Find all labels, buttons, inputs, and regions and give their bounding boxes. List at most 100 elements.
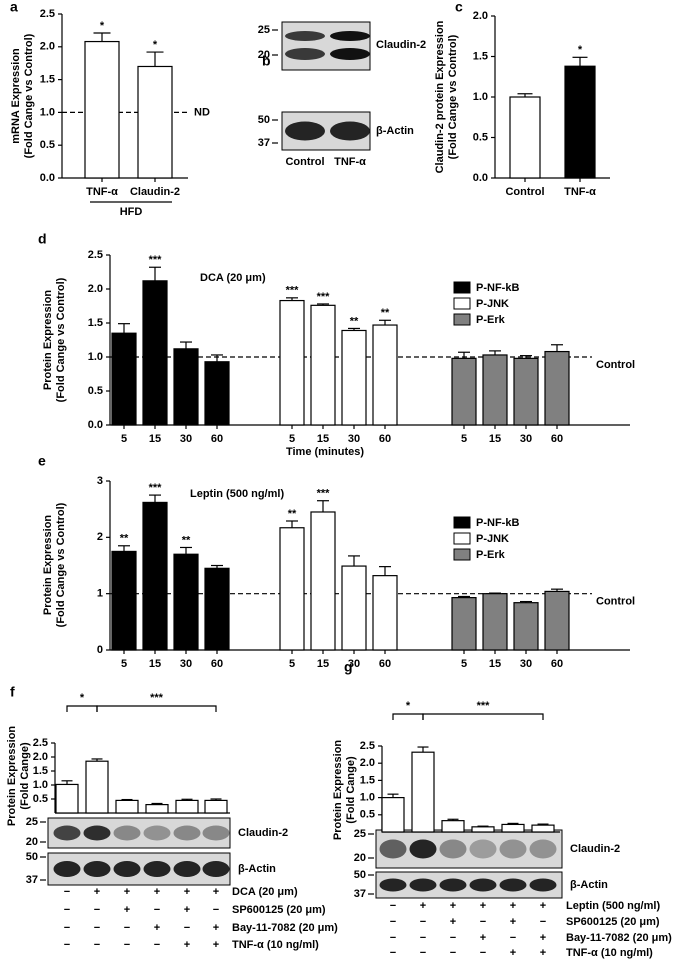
y-tick-label: 0.5 xyxy=(40,139,55,151)
x-tick-label: 15 xyxy=(489,658,501,670)
legend-label: P-Erk xyxy=(476,314,506,326)
treatment-sign: − xyxy=(450,947,456,959)
x-tick-label: 60 xyxy=(211,433,223,445)
annotation: DCA (20 μm) xyxy=(200,272,266,284)
y-tick-label: 1 xyxy=(97,588,103,600)
band xyxy=(285,31,325,41)
significance: *** xyxy=(149,482,163,494)
x-tick-label: TNF-α xyxy=(86,186,118,198)
y-tick-label: 1.0 xyxy=(33,779,48,791)
treatment-label: DCA (20 μm) xyxy=(232,886,298,898)
significance: *** xyxy=(317,488,331,500)
panel-label: f xyxy=(10,684,15,700)
y-tick-label: 1.0 xyxy=(88,351,103,363)
y-tick-label: 2.0 xyxy=(33,751,48,763)
legend-swatch xyxy=(453,281,471,294)
x-tick-label: 60 xyxy=(551,658,563,670)
treatment-sign: − xyxy=(540,916,546,928)
band xyxy=(409,878,437,892)
y-tick-label: 1.0 xyxy=(360,792,375,804)
bar xyxy=(310,511,336,651)
bar xyxy=(513,602,539,651)
bar xyxy=(145,803,169,814)
y-tick-label: 0.0 xyxy=(40,172,55,184)
y-tick-label: 2.5 xyxy=(88,249,103,261)
x-tick-label: 60 xyxy=(379,433,391,445)
treatment-sign: − xyxy=(94,904,100,916)
treatment-sign: − xyxy=(184,922,190,934)
treatment-sign: − xyxy=(64,886,70,898)
legend-label: P-JNK xyxy=(476,533,509,545)
legend-label: P-NF-kB xyxy=(476,517,519,529)
marker-label: 25 xyxy=(258,24,270,36)
treatment-sign: − xyxy=(420,932,426,944)
bar xyxy=(173,348,199,426)
treatment-sign: − xyxy=(154,904,160,916)
treatment-sign: + xyxy=(540,900,546,912)
band xyxy=(330,31,370,41)
band xyxy=(469,878,497,892)
panel-label: c xyxy=(455,0,463,15)
y-tick-label: 2.5 xyxy=(40,8,55,20)
y-axis-title: (Fold Cange vs Control) xyxy=(55,502,67,627)
band-label: Claudin-2 xyxy=(570,843,620,855)
bar xyxy=(372,324,398,426)
bar xyxy=(501,823,525,833)
y-tick-label: 2.0 xyxy=(88,283,103,295)
treatment-sign: − xyxy=(213,904,219,916)
band-label: Claudin-2 xyxy=(238,827,288,839)
bar xyxy=(173,553,199,651)
marker-label: 37 xyxy=(354,888,366,900)
marker-label: 20 xyxy=(26,836,38,848)
y-tick-label: 2.5 xyxy=(33,737,48,749)
treatment-label: SP600125 (20 μm) xyxy=(566,916,660,928)
treatment-sign: − xyxy=(390,932,396,944)
treatment-sign: + xyxy=(213,886,219,898)
y-tick-label: 1.5 xyxy=(473,50,488,62)
bracket-label: * xyxy=(406,700,411,712)
band xyxy=(202,861,230,877)
treatment-sign: − xyxy=(124,939,130,951)
x-tick-label: 15 xyxy=(317,433,329,445)
bracket-label: *** xyxy=(150,692,164,704)
bar xyxy=(451,597,477,651)
y-axis-title: Protein Expression xyxy=(6,726,18,827)
treatment-sign: − xyxy=(480,916,486,928)
blot xyxy=(281,21,371,71)
band xyxy=(469,839,497,859)
treatment-sign: + xyxy=(510,916,516,928)
x-tick-label: 60 xyxy=(211,658,223,670)
x-tick-label: 15 xyxy=(317,658,329,670)
x-tick-label: 30 xyxy=(520,433,532,445)
significance: * xyxy=(153,39,158,51)
significance-bracket xyxy=(422,713,544,720)
bar xyxy=(279,527,305,651)
treatment-sign: + xyxy=(154,886,160,898)
bar xyxy=(310,304,336,426)
y-axis-title: Protein Expression xyxy=(42,515,54,616)
treatment-sign: − xyxy=(480,947,486,959)
bar xyxy=(482,593,508,651)
bar xyxy=(142,501,168,651)
marker-label: 37 xyxy=(26,874,38,886)
y-tick-label: 2.0 xyxy=(473,10,488,22)
bar xyxy=(279,299,305,426)
significance: *** xyxy=(317,291,331,303)
y-axis-title: (Fold Cange vs Control) xyxy=(55,277,67,402)
x-axis-title: Time (minutes) xyxy=(286,446,364,458)
treatment-sign: + xyxy=(124,886,130,898)
treatment-sign: + xyxy=(184,886,190,898)
band xyxy=(143,825,171,841)
y-tick-label: 0.5 xyxy=(33,793,48,805)
treatment-sign: − xyxy=(420,916,426,928)
band xyxy=(529,839,557,859)
legend-label: P-Erk xyxy=(476,549,506,561)
marker-label: 25 xyxy=(354,828,366,840)
significance: *** xyxy=(149,254,163,266)
panel-label: g xyxy=(344,659,353,675)
treatment-label: Leptin (500 ng/ml) xyxy=(566,900,660,912)
treatment-sign: + xyxy=(213,939,219,951)
x-tick-label: Claudin-2 xyxy=(130,186,180,198)
treatment-sign: + xyxy=(124,904,130,916)
band xyxy=(113,825,141,841)
